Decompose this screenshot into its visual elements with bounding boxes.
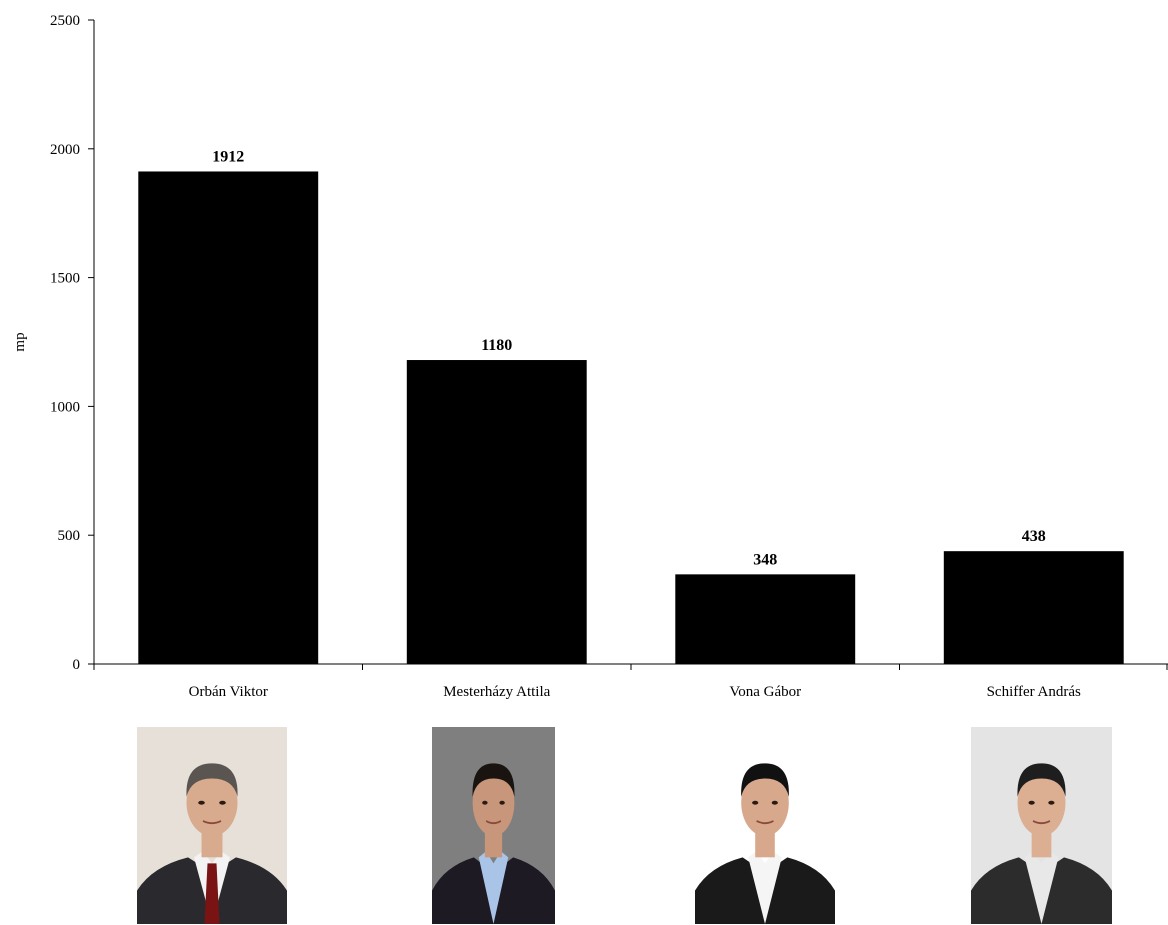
eye-shape xyxy=(771,800,778,805)
x-axis: Orbán Viktor Mesterházy Attila Vona Gábor S… xyxy=(93,663,1168,700)
tie-shape xyxy=(204,863,220,924)
neck-shape xyxy=(1031,830,1052,858)
hair-shape xyxy=(472,763,515,797)
hair-shape xyxy=(1017,763,1066,797)
y-tick-label: 2000 xyxy=(50,142,80,158)
x-tick-label: Vona Gábor xyxy=(729,684,801,700)
data-labels: 1912 1180 348 438 xyxy=(212,148,1046,568)
shirt-shape xyxy=(1024,851,1059,924)
x-tick-label: Orbán Viktor xyxy=(189,684,268,700)
mouth-shape xyxy=(485,820,502,825)
eye-shape xyxy=(499,800,505,805)
y-tick-label: 1500 xyxy=(50,271,80,287)
neck-shape xyxy=(755,830,775,858)
eye-shape xyxy=(1028,800,1035,805)
y-axis-title: mp xyxy=(12,332,28,351)
bar xyxy=(943,551,1124,664)
portrait-orban-viktor xyxy=(137,727,287,924)
y-tick-label: 1000 xyxy=(50,399,80,415)
hair-shape xyxy=(186,763,238,797)
shirt-shape xyxy=(748,851,782,924)
hair-shape xyxy=(741,763,789,797)
x-tick-label: Schiffer András xyxy=(987,684,1081,700)
bar xyxy=(406,360,587,664)
eye-shape xyxy=(1048,800,1055,805)
face-shape xyxy=(1017,769,1066,837)
y-tick-label: 0 xyxy=(73,657,81,673)
portrait-illustration xyxy=(971,727,1112,924)
y-axis: 0 500 1000 1500 2000 2500 xyxy=(50,13,95,673)
data-label: 438 xyxy=(1022,528,1046,545)
portrait-illustration xyxy=(695,727,835,924)
face-shape xyxy=(186,769,238,837)
portrait-vona-gabor xyxy=(695,727,835,924)
data-label: 1180 xyxy=(481,337,512,354)
bar xyxy=(138,171,319,664)
bar xyxy=(675,574,856,664)
portrait-schiffer-andras xyxy=(971,727,1112,924)
data-label: 1912 xyxy=(212,148,244,165)
data-label: 348 xyxy=(753,551,777,568)
eye-shape xyxy=(219,800,226,805)
x-tick-label: Mesterházy Attila xyxy=(443,684,550,700)
portrait-illustration xyxy=(432,727,555,924)
portrait-illustration xyxy=(137,727,287,924)
mouth-shape xyxy=(202,820,222,825)
bar-chart: 0 500 1000 1500 2000 2500 Orbán Viktor Mesterh… xyxy=(12,13,1168,700)
mouth-shape xyxy=(1032,820,1051,825)
shirt-shape xyxy=(478,851,509,924)
bars xyxy=(138,171,1124,664)
mouth-shape xyxy=(756,820,774,825)
portrait-mesterhazy-attila xyxy=(432,727,555,924)
face-shape xyxy=(741,769,789,837)
face-shape xyxy=(472,769,515,837)
eye-shape xyxy=(482,800,488,805)
neck-shape xyxy=(484,830,503,858)
y-tick-label: 500 xyxy=(58,528,81,544)
y-tick-label: 2500 xyxy=(50,13,80,29)
eye-shape xyxy=(198,800,205,805)
neck-shape xyxy=(201,830,223,858)
eye-shape xyxy=(752,800,759,805)
